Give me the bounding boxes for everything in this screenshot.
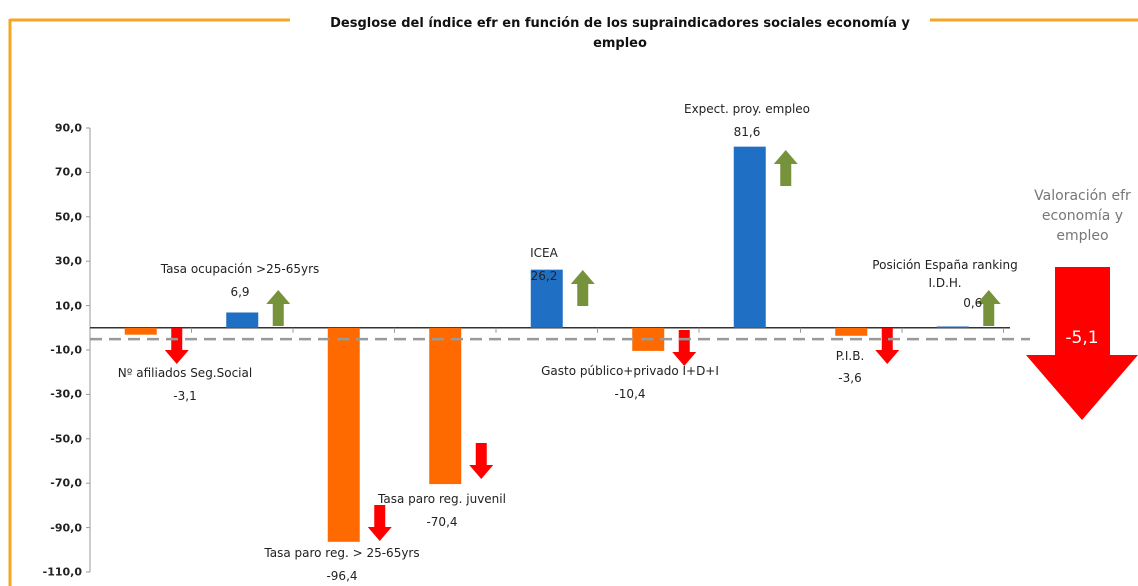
y-tick-label: -70,0 (50, 476, 82, 490)
value-label: -96,4 (326, 569, 358, 583)
value-label: -70,4 (426, 515, 458, 529)
bar (124, 327, 157, 335)
category-label: Posición España ranking I.D.H. (872, 258, 1018, 290)
down-arrow (875, 328, 900, 364)
bar (226, 312, 259, 328)
overall-arrow (1026, 267, 1138, 420)
value-label: 0,6 (963, 296, 983, 310)
category-label: Tasa paro reg. juvenil (378, 492, 506, 506)
bar (530, 269, 563, 328)
category-label: Expect. proy. empleo (683, 102, 811, 116)
y-tick-label: -110,0 (42, 565, 82, 579)
value-label: -10,4 (614, 387, 646, 401)
chart-title: Desglose del índice efr en función de lo… (330, 16, 910, 51)
bar (429, 327, 462, 485)
down-arrow (367, 505, 392, 541)
y-tick-label: -10,0 (50, 343, 82, 357)
value-label: -3,6 (838, 371, 862, 385)
y-tick-label: -30,0 (50, 387, 82, 401)
overall-label: Valoración efr economía y empleo (1034, 188, 1131, 244)
down-arrow (672, 330, 697, 366)
up-arrow (976, 290, 1001, 326)
value-label: -3,1 (173, 389, 197, 403)
down-arrow (164, 328, 189, 364)
value-label: 26,2 (530, 269, 558, 283)
category-label: Tasa ocupación >25-65yrs (160, 262, 320, 276)
value-label: 81,6 (733, 125, 761, 139)
y-tick-label: 10,0 (54, 299, 82, 313)
bar (835, 327, 868, 336)
bar (936, 326, 969, 328)
y-tick-label: -90,0 (50, 521, 82, 535)
category-label: Tasa paro reg. > 25-65yrs (264, 546, 420, 560)
category-label: ICEA (530, 246, 558, 260)
y-tick-label: 70,0 (54, 165, 82, 179)
up-arrow (773, 150, 798, 186)
down-arrow (469, 443, 494, 479)
y-tick-label: -50,0 (50, 432, 82, 446)
bar (733, 146, 766, 328)
y-tick-label: 90,0 (54, 121, 82, 135)
value-label: 6,9 (230, 285, 250, 299)
category-label: Gasto público+privado I+D+I (541, 364, 719, 378)
up-arrow (570, 270, 595, 306)
y-tick-label: 30,0 (54, 254, 82, 268)
category-label: Nº afiliados Seg.Social (117, 366, 253, 380)
overall-value: -5,1 (1065, 328, 1099, 348)
y-tick-label: 50,0 (54, 210, 82, 224)
category-label: P.I.B. (835, 349, 865, 363)
bar (327, 327, 360, 542)
up-arrow (266, 290, 291, 326)
